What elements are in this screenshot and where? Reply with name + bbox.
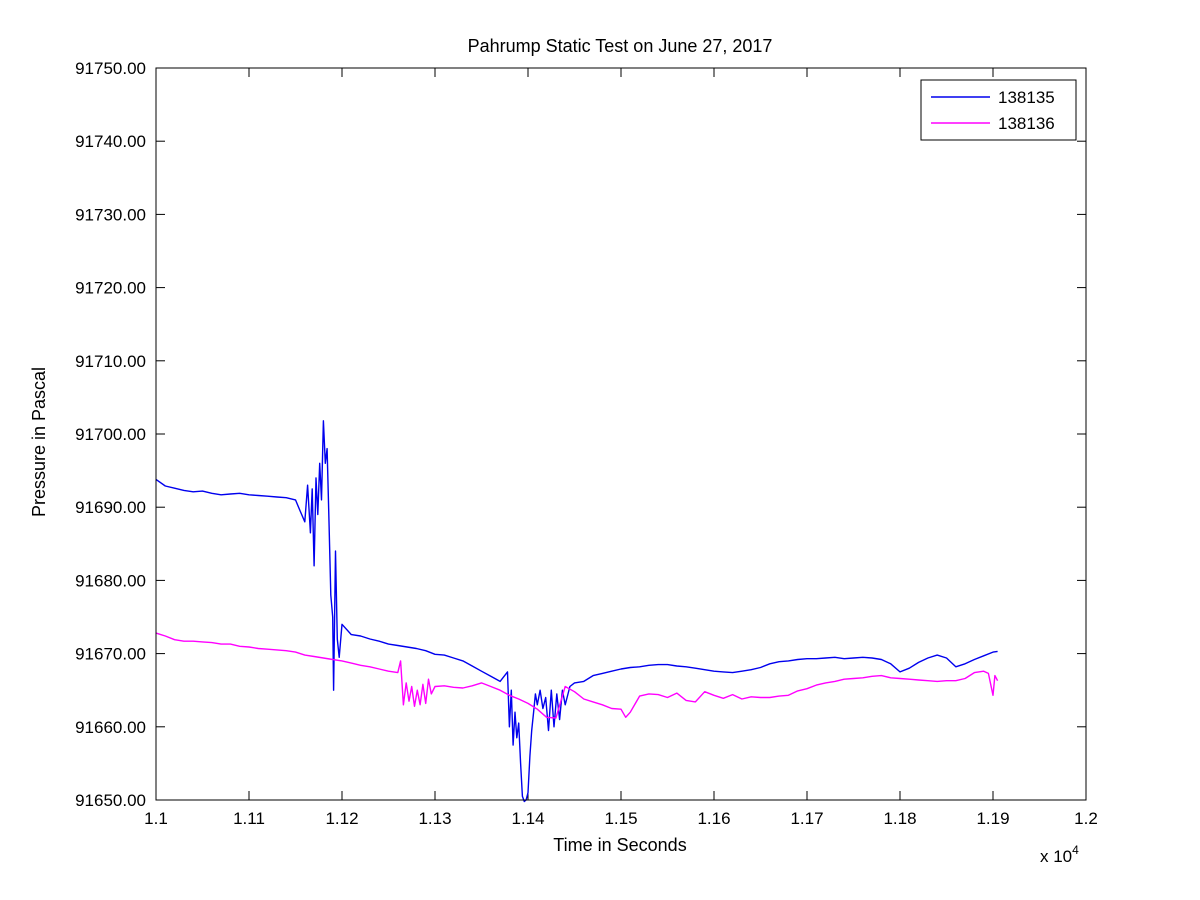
x-tick-label: 1.12 (325, 809, 358, 828)
x-axis-label: Time in Seconds (553, 835, 686, 855)
y-tick-label: 91690.00 (75, 498, 146, 517)
x-tick-label: 1.2 (1074, 809, 1098, 828)
chart-title: Pahrump Static Test on June 27, 2017 (468, 36, 773, 56)
y-tick-label: 91750.00 (75, 59, 146, 78)
y-tick-label: 91740.00 (75, 132, 146, 151)
y-tick-label: 91660.00 (75, 718, 146, 737)
y-axis-label: Pressure in Pascal (29, 367, 49, 517)
x-tick-label: 1.17 (790, 809, 823, 828)
y-tick-label: 91700.00 (75, 425, 146, 444)
x-tick-label: 1.18 (883, 809, 916, 828)
x-tick-label: 1.19 (976, 809, 1009, 828)
x-tick-label: 1.14 (511, 809, 544, 828)
legend-label-138135: 138135 (998, 88, 1055, 107)
x-tick-label: 1.1 (144, 809, 168, 828)
x-tick-label: 1.16 (697, 809, 730, 828)
y-tick-label: 91710.00 (75, 352, 146, 371)
x-tick-label: 1.15 (604, 809, 637, 828)
x-tick-label: 1.11 (233, 809, 265, 828)
x-axis-multiplier-base: x 10 (1040, 847, 1072, 866)
y-axis-ticks: 91650.00 91660.00 91670.00 91680.00 91690.00… (75, 59, 1086, 810)
legend-box (920, 79, 1077, 141)
plot-frame (155, 67, 1087, 801)
x-axis-multiplier-exponent: 4 (1072, 843, 1079, 857)
y-tick-label: 91650.00 (75, 791, 146, 810)
series-line-138136 (155, 632, 999, 719)
legend-label-138136: 138136 (998, 114, 1055, 133)
y-tick-label: 91730.00 (75, 205, 146, 224)
x-axis-multiplier: x 104 (1040, 843, 1079, 866)
legend: 138135 138136 (920, 79, 1077, 141)
y-tick-label: 91720.00 (75, 279, 146, 298)
x-tick-label: 1.13 (418, 809, 451, 828)
x-axis-ticks: 1.1 1.11 1.12 1.13 1.14 1.15 1.16 1.17 1.18 1.19 1… (144, 68, 1098, 828)
y-tick-label: 91670.00 (75, 645, 146, 664)
y-tick-label: 91680.00 (75, 571, 146, 590)
